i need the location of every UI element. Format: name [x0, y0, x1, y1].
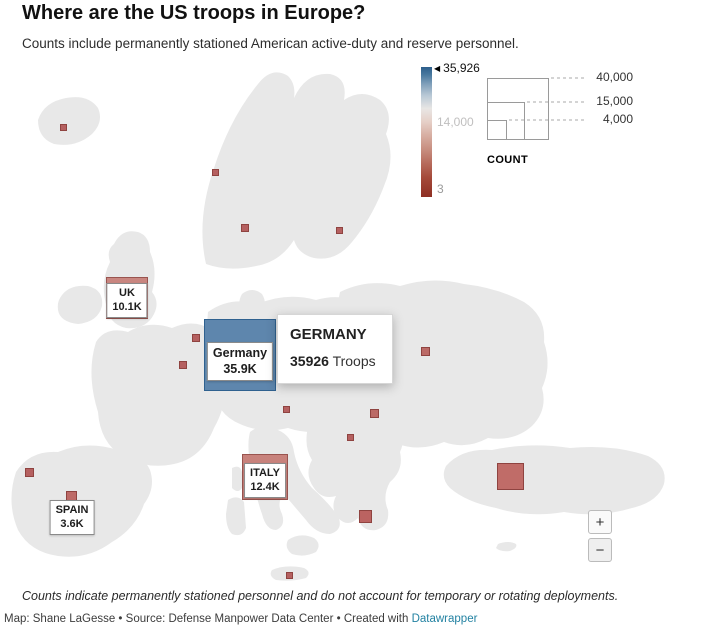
troop-square-austria[interactable] — [283, 406, 290, 413]
troop-square-finland[interactable] — [336, 227, 343, 234]
italy-shape — [248, 426, 340, 534]
troop-square-portugal[interactable] — [25, 468, 34, 477]
germany-label[interactable]: Germany 35.9K — [206, 342, 274, 381]
troop-square-iceland[interactable] — [60, 124, 67, 131]
tooltip: GERMANY 35926 Troops — [277, 314, 393, 384]
troop-square-sweden[interactable] — [241, 224, 249, 232]
uk-label-value: 10.1K — [112, 301, 142, 314]
troop-square-belgium[interactable] — [179, 361, 187, 369]
troop-square-norway[interactable] — [212, 169, 219, 176]
size-legend-label-4000: 4,000 — [602, 112, 633, 126]
color-legend-mid-value: 14,000 — [437, 115, 474, 129]
troop-square-greece[interactable] — [359, 510, 372, 523]
tooltip-troops-line: 35926 Troops — [290, 353, 376, 369]
scale-pointer-icon: ◀ — [434, 63, 441, 73]
corsica-shape — [232, 466, 242, 491]
page-title: Where are the US troops in Europe? — [22, 2, 366, 24]
italy-label-value: 12.4K — [250, 481, 280, 494]
size-legend-label-40000: 40,000 — [596, 70, 633, 84]
germany-label-value: 35.9K — [223, 362, 257, 377]
attribution-text: Map: Shane LaGesse • Source: Defense Man… — [4, 613, 412, 625]
color-gradient-bar — [421, 67, 432, 197]
spain-label-name: SPAIN — [55, 504, 89, 516]
page-subtitle: Counts include permanently stationed Ame… — [22, 36, 519, 51]
ireland-shape — [57, 285, 103, 324]
france-shape — [91, 323, 226, 466]
size-legend-leader-lines — [509, 77, 585, 121]
footnote: Counts indicate permanently stationed pe… — [22, 589, 619, 603]
datawrapper-link[interactable]: Datawrapper — [411, 613, 478, 625]
troop-square-turkey[interactable] — [497, 463, 524, 490]
sicily-shape — [286, 535, 319, 556]
turkey-shape — [443, 445, 665, 515]
troop-square-romania[interactable] — [370, 409, 379, 418]
scandinavia-shape — [202, 72, 391, 269]
tooltip-unit: Troops — [328, 353, 376, 369]
color-scale-legend: ◀ 35,926 14,000 3 — [421, 60, 516, 205]
tooltip-value: 35926 — [290, 353, 329, 369]
italy-label[interactable]: ITALY 12.4K — [244, 463, 286, 498]
spain-label-value: 3.6K — [60, 518, 84, 531]
troop-square-east-europe[interactable] — [421, 347, 430, 356]
attribution-line: Map: Shane LaGesse • Source: Defense Man… — [4, 613, 704, 625]
size-legend-title: COUNT — [487, 154, 529, 166]
size-legend-square-4000 — [487, 120, 507, 140]
size-legend: 40,000 15,000 4,000 COUNT — [485, 62, 637, 177]
italy-label-name: ITALY — [250, 467, 280, 479]
color-legend-max: ◀ 35,926 — [434, 61, 480, 75]
iceland-shape — [38, 97, 100, 145]
spain-label[interactable]: SPAIN 3.6K — [49, 500, 95, 535]
balkans-greece-shape — [306, 412, 404, 531]
uk-label-name: UK — [119, 287, 135, 299]
germany-label-name: Germany — [212, 346, 268, 360]
troop-square-crete[interactable] — [286, 572, 293, 579]
size-legend-label-15000: 15,000 — [596, 94, 633, 108]
zoom-out-button[interactable]: − — [588, 538, 612, 562]
color-legend-min-value: 3 — [437, 182, 444, 196]
sardinia-shape — [226, 497, 246, 536]
cyprus-shape — [496, 542, 517, 552]
tooltip-country: GERMANY — [290, 326, 367, 343]
color-legend-max-value: 35,926 — [443, 61, 480, 75]
troop-square-balkans[interactable] — [347, 434, 354, 441]
troop-square-netherlands[interactable] — [192, 334, 200, 342]
uk-label[interactable]: UK 10.1K — [106, 283, 148, 318]
zoom-in-button[interactable]: + — [588, 510, 612, 534]
